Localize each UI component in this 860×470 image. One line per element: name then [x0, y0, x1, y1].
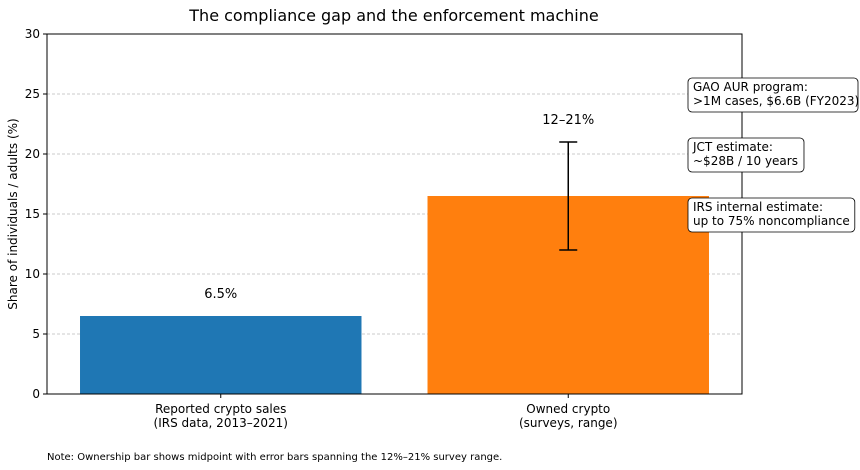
x-tick-label: Owned crypto (surveys, range): [519, 402, 618, 430]
chart-title: The compliance gap and the enforcement m…: [188, 6, 598, 25]
y-tick-label: 5: [32, 327, 40, 341]
y-tick-label: 10: [25, 267, 40, 281]
y-tick-label: 25: [25, 87, 40, 101]
annotation: IRS internal estimate: up to 75% noncompl…: [693, 200, 850, 228]
value-label: 6.5%: [204, 287, 237, 302]
annotation-box: [687, 197, 856, 233]
y-tick-label: 15: [25, 207, 40, 221]
value-label: 12–21%: [542, 113, 594, 128]
bar: [80, 316, 362, 394]
annotation: JCT estimate: ~$28B / 10 years: [692, 140, 798, 168]
y-tick-label: 0: [32, 387, 40, 401]
y-tick-label: 30: [25, 27, 40, 41]
note: Note: Ownership bar shows midpoint with …: [47, 452, 502, 463]
x-tick-label: Reported crypto sales (IRS data, 2013–202…: [154, 402, 288, 430]
annotation-box: [687, 77, 859, 113]
annotation: GAO AUR program: >1M cases, $6.6B (FY2023…: [693, 80, 859, 108]
y-tick-label: 20: [25, 147, 40, 161]
annotation-box: [687, 137, 805, 173]
y-axis-label: Share of individuals / adults (%): [6, 118, 20, 309]
